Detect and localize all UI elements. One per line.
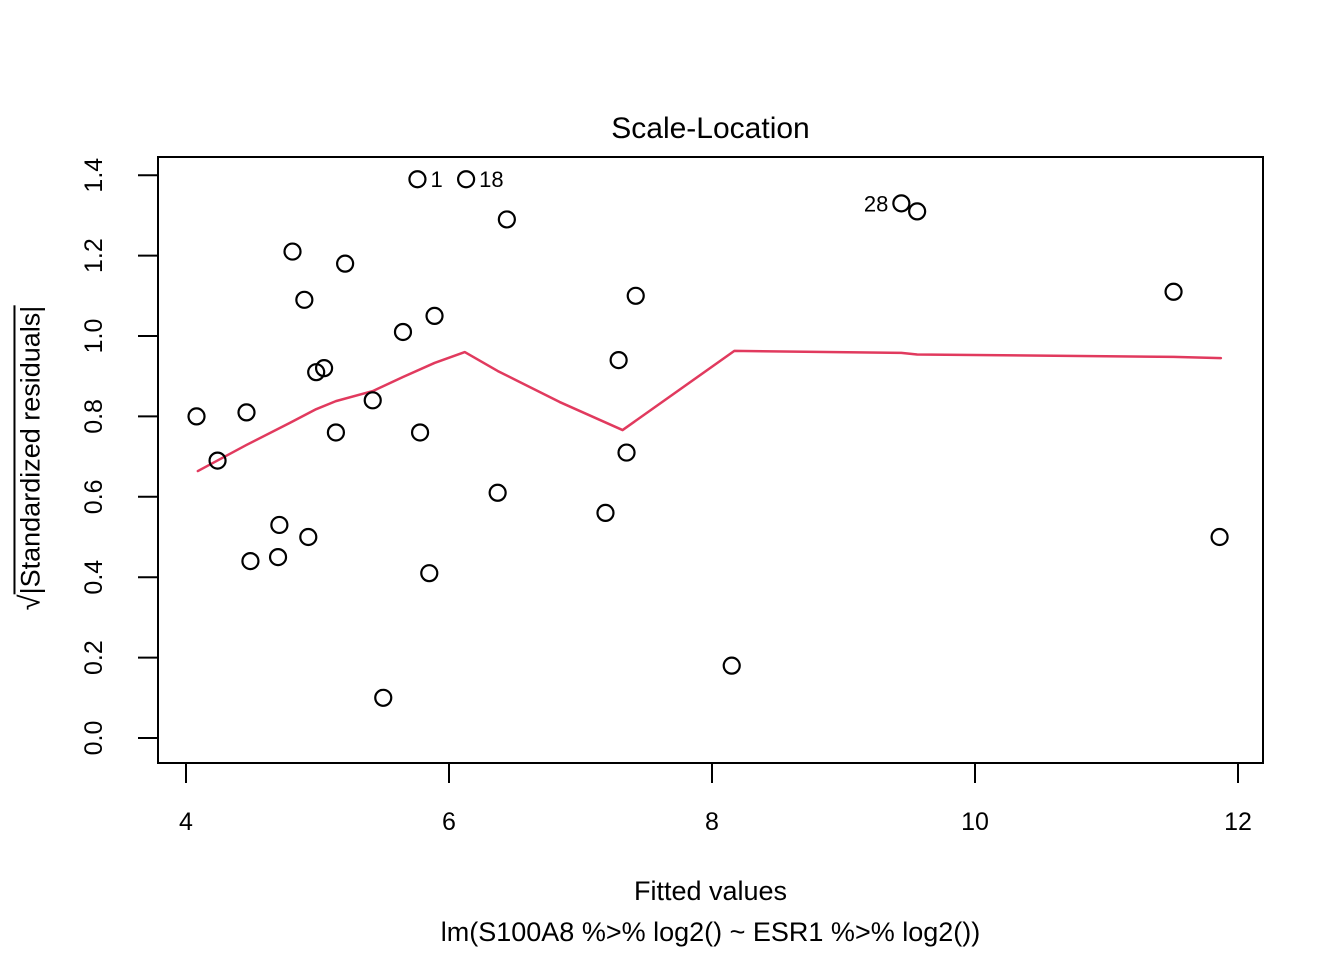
data-point [892,194,911,213]
data-point [295,290,314,309]
data-point [326,423,346,442]
data-point [336,254,355,273]
data-point [299,527,318,547]
data-point [617,443,636,462]
y-axis-tick-label: 0.0 [80,721,108,756]
data-point [283,242,302,261]
data-point [237,403,256,422]
x-axis-tick-label: 10 [961,808,989,836]
data-point [456,170,476,189]
data-point [314,359,334,378]
data-point [626,286,645,305]
x-axis-tick-label: 6 [442,808,456,836]
data-point [596,503,615,522]
smooth-line [196,349,1223,473]
point-label: 28 [864,191,888,216]
x-axis-tick-label: 4 [179,808,193,836]
point-label: 1 [430,167,442,192]
y-axis-tick-label: 0.6 [80,479,108,514]
data-point [393,322,413,342]
y-axis-tick-label: 1.0 [80,319,108,354]
data-point [609,351,628,370]
data-point [908,202,927,221]
data-point [374,688,393,707]
y-axis-tick-label: 1.2 [80,238,108,273]
chart-title: Scale-Location [611,112,810,145]
data-point [722,656,741,675]
data-point [410,423,430,442]
data-point [1164,282,1183,301]
data-point [408,170,427,189]
y-axis-tick-label: 0.4 [80,560,108,595]
data-point [241,552,260,571]
point-label: 18 [479,167,503,192]
data-point [497,210,516,229]
data-point [488,483,507,502]
data-point [208,451,227,470]
data-point [420,564,439,583]
data-point [1210,527,1229,547]
y-axis-tick-label: 0.8 [80,399,108,434]
y-axis-tick-label: 1.4 [80,158,108,193]
plot-frame [157,156,1264,764]
model-formula-subtitle: lm(S100A8 %>% log2() ~ ESR1 %>% log2()) [440,917,981,947]
data-point [187,407,206,426]
data-point [425,306,444,325]
data-point [268,547,288,567]
data-point [363,391,382,410]
x-axis-tick-label: 12 [1224,808,1252,836]
x-axis-label: Fitted values [633,876,788,906]
y-axis-tick-label: 0.2 [80,640,108,675]
data-point [270,515,289,535]
x-axis-tick-label: 8 [705,808,719,836]
